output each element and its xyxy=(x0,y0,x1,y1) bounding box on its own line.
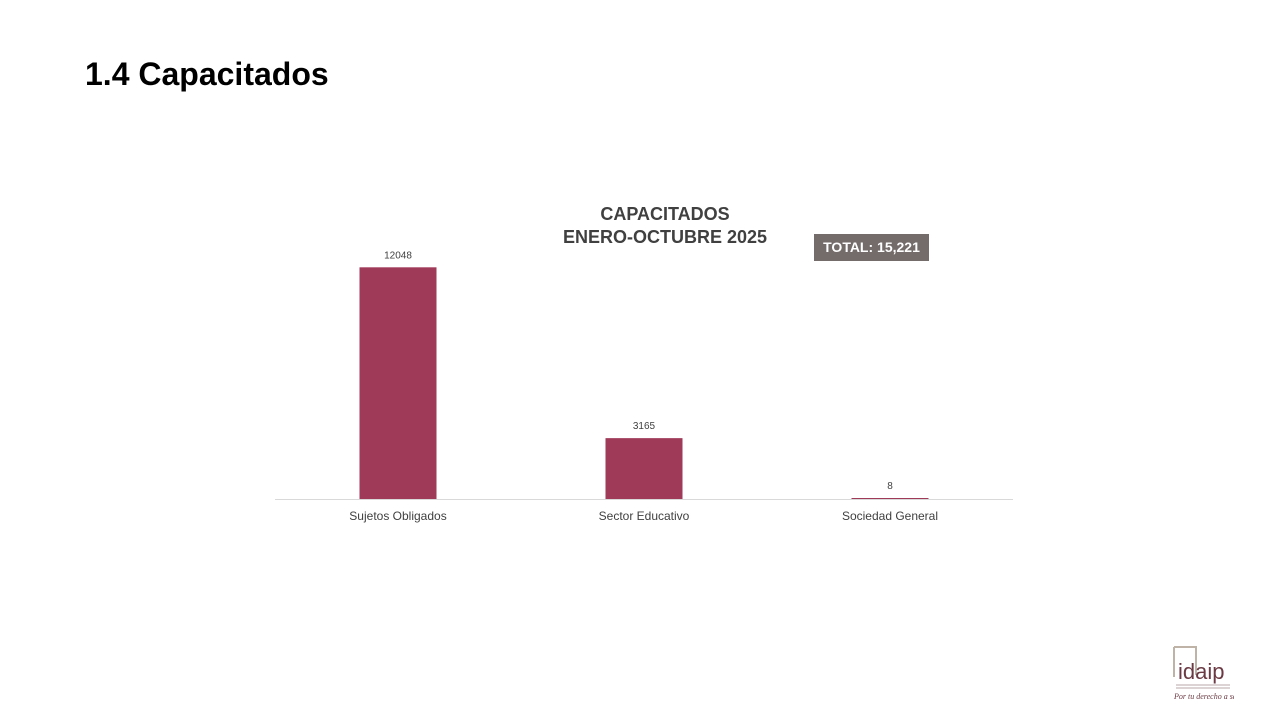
slide-title: 1.4 Capacitados xyxy=(85,56,329,92)
category-label: Sector Educativo xyxy=(599,509,690,523)
bar-sector-educativo xyxy=(605,438,683,499)
bar-sociedad-general xyxy=(851,498,929,499)
category-label: Sujetos Obligados xyxy=(349,509,446,523)
svg-text:idaip: idaip xyxy=(1178,659,1224,684)
bar-sujetos-obligados xyxy=(359,267,437,499)
total-badge: TOTAL: 15,221 xyxy=(814,234,929,261)
data-label: 8 xyxy=(887,481,893,492)
chart-title: CAPACITADOS ENERO-OCTUBRE 2025 xyxy=(515,203,815,249)
category-label: Sociedad General xyxy=(842,509,938,523)
data-label: 3165 xyxy=(633,421,656,432)
idaip-logo: idaip Por tu derecho a saber xyxy=(1170,645,1248,705)
data-label: 12048 xyxy=(384,250,412,261)
svg-text:Por tu derecho a saber: Por tu derecho a saber xyxy=(1173,692,1234,701)
chart-title-line1: CAPACITADOS xyxy=(600,204,730,224)
chart-subtitle: ENERO-OCTUBRE 2025 xyxy=(562,227,768,247)
